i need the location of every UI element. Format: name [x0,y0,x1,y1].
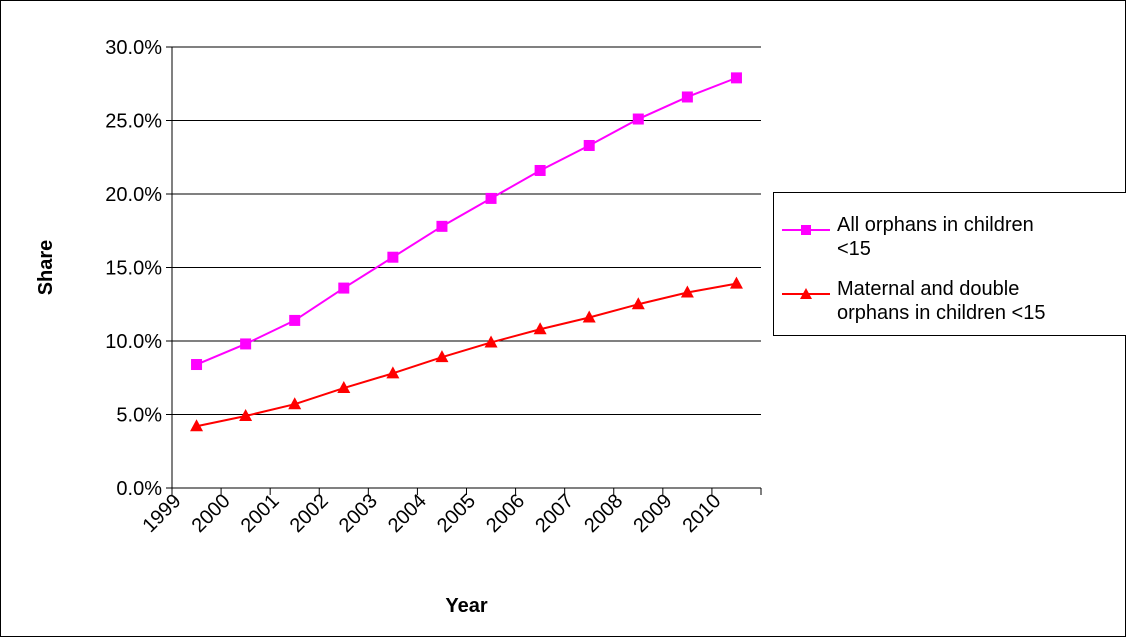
data-point-square [632,113,644,125]
data-point-square [681,91,693,103]
data-point-triangle [386,366,400,379]
data-point-triangle [484,335,498,348]
data-point-square [338,282,350,294]
x-tick-label: 2001 [237,490,284,537]
x-tick-label: 2002 [286,490,333,537]
data-point-triangle [435,350,449,363]
data-point-triangle [239,408,253,421]
series-line-0 [196,76,737,366]
legend-label-all-orphans: All orphans in children <15 [837,214,1034,260]
x-axis-title: Year [445,595,487,617]
x-tick-label: 2003 [335,490,382,537]
data-point-triangle [337,381,351,394]
x-tick-label: 2010 [678,490,725,537]
data-point-triangle [288,397,302,410]
y-tick-label: 0.0% [116,478,162,500]
x-tick-label: 2004 [384,490,431,537]
x-tick-label: 2008 [580,490,627,537]
series-line-1 [196,282,737,428]
y-tick-label: 20.0% [105,184,162,206]
data-point-square [436,220,448,232]
data-point-triangle [190,419,204,432]
data-point-square [730,72,742,84]
x-tick-label: 2005 [433,490,480,537]
y-tick-label: 10.0% [105,331,162,353]
data-point-square [191,359,203,371]
data-point-square [240,338,252,350]
data-point-triangle [582,310,596,323]
y-tick-label: 15.0% [105,258,162,280]
data-point-triangle [680,285,694,298]
x-tick-label: 2000 [188,490,235,537]
legend: All orphans in children <15 Maternal and… [773,192,1126,336]
legend-key-triangle-marker [782,288,830,299]
data-point-triangle [533,322,547,335]
data-point-triangle [729,276,743,289]
y-axis-title: Share [35,240,57,296]
x-tick-label: 2009 [629,490,676,537]
y-tick-label: 5.0% [116,405,162,427]
x-tick-label: 2007 [531,490,578,537]
data-point-square [485,192,497,204]
y-tick-label: 30.0% [105,37,162,59]
legend-key-square-marker [782,225,830,235]
data-point-square [387,251,399,263]
data-point-square [534,164,546,176]
data-point-square [289,314,301,326]
y-tick-label: 25.0% [105,111,162,133]
legend-label-maternal-double: Maternal and double orphans in children … [837,278,1046,324]
data-point-square [583,139,595,151]
data-point-triangle [631,297,645,310]
x-tick-label: 2006 [482,490,529,537]
